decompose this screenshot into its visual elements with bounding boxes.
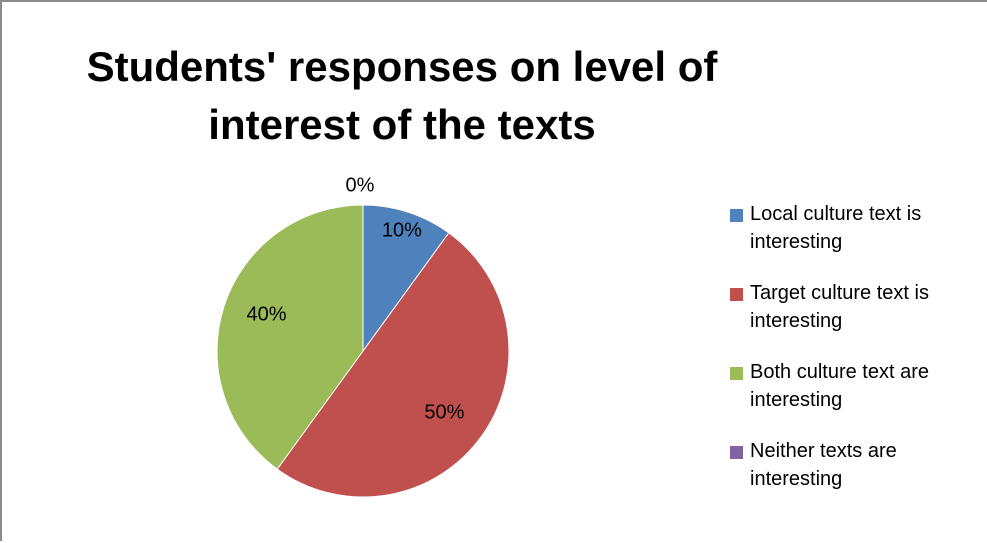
legend-item-both: Both culture text are interesting [730,358,980,437]
legend-swatch-target [730,288,743,301]
legend-swatch-both [730,367,743,380]
data-label-neither: 0% [346,174,375,196]
data-label-both: 40% [247,304,287,326]
data-label-target: 50% [424,401,464,423]
legend-label-both-line-2: interesting [750,389,843,411]
legend-label-local-line-1: Local culture text is [750,203,922,225]
legend-label-both: Both culture text are interesting [750,358,980,414]
legend-label-neither-line-1: Neither texts are [750,440,897,462]
legend-label-target-line-2: interesting [750,310,843,332]
legend-label-target: Target culture text is interesting [750,279,980,335]
pie-slice-both [216,204,364,470]
legend-label-both-line-1: Both culture text are [750,361,929,383]
legend-label-target-line-1: Target culture text is [750,282,929,304]
legend-item-local: Local culture text is interesting [730,200,980,279]
pie-slice-local [362,204,450,353]
legend-item-target: Target culture text is interesting [730,279,980,358]
chart-title: Students' responses on level of interest… [82,38,722,154]
legend: Local culture text is interesting Target… [730,200,980,516]
legend-label-neither: Neither texts are interesting [750,437,980,493]
legend-swatch-local [730,209,743,222]
data-label-local: 10% [382,219,422,241]
chart-title-line-2: interest of the texts [208,101,596,148]
legend-label-local-line-2: interesting [750,231,843,253]
legend-label-local: Local culture text is interesting [750,200,980,256]
legend-label-neither-line-2: interesting [750,468,843,490]
legend-swatch-neither [730,446,743,459]
chart-title-line-1: Students' responses on level of [86,43,718,90]
legend-item-neither: Neither texts are interesting [730,437,980,516]
pie-slice-target [276,232,510,498]
